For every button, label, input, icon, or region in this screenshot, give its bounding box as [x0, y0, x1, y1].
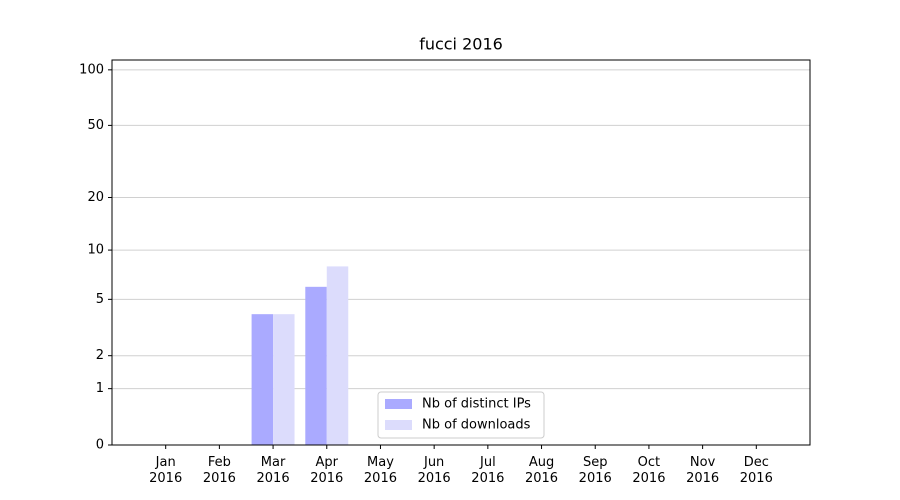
x-tick-label: May 2016: [364, 455, 397, 486]
chart-title: fucci 2016: [419, 35, 503, 54]
x-tick-label: Aug 2016: [525, 455, 558, 486]
y-tick-label: 20: [87, 190, 104, 205]
legend-label: Nb of distinct IPs: [422, 397, 531, 412]
y-tick-label: 5: [96, 292, 104, 307]
x-tick-label: Feb 2016: [203, 455, 236, 486]
legend-label: Nb of downloads: [422, 418, 531, 433]
x-tick-label: Jun 2016: [418, 455, 451, 486]
x-tick-label: Nov 2016: [686, 455, 719, 486]
y-tick-label: 2: [96, 348, 104, 363]
legend-swatch: [385, 420, 412, 430]
y-tick-label: 50: [87, 118, 104, 133]
bar: [273, 314, 295, 445]
y-tick-label: 1: [96, 381, 104, 396]
plot-frame: [111, 59, 811, 446]
x-tick-label: Mar 2016: [257, 455, 290, 486]
y-tick-label: 0: [96, 438, 104, 453]
legend-swatch: [385, 399, 412, 409]
x-tick-label: Apr 2016: [310, 455, 343, 486]
legend-box: [377, 391, 545, 439]
x-tick-label: Sep 2016: [579, 455, 612, 486]
y-tick-label: 10: [87, 243, 104, 258]
y-tick-label: 100: [79, 62, 104, 77]
bar: [251, 314, 274, 445]
x-tick-label: Jan 2016: [149, 455, 182, 486]
legend: Nb of distinct IPs Nb of downloads: [377, 391, 545, 439]
bar: [326, 266, 349, 445]
x-tick-label: Oct 2016: [632, 455, 665, 486]
bar: [305, 286, 327, 445]
x-tick-label: Jul 2016: [471, 455, 504, 486]
x-tick-label: Dec 2016: [740, 455, 773, 486]
